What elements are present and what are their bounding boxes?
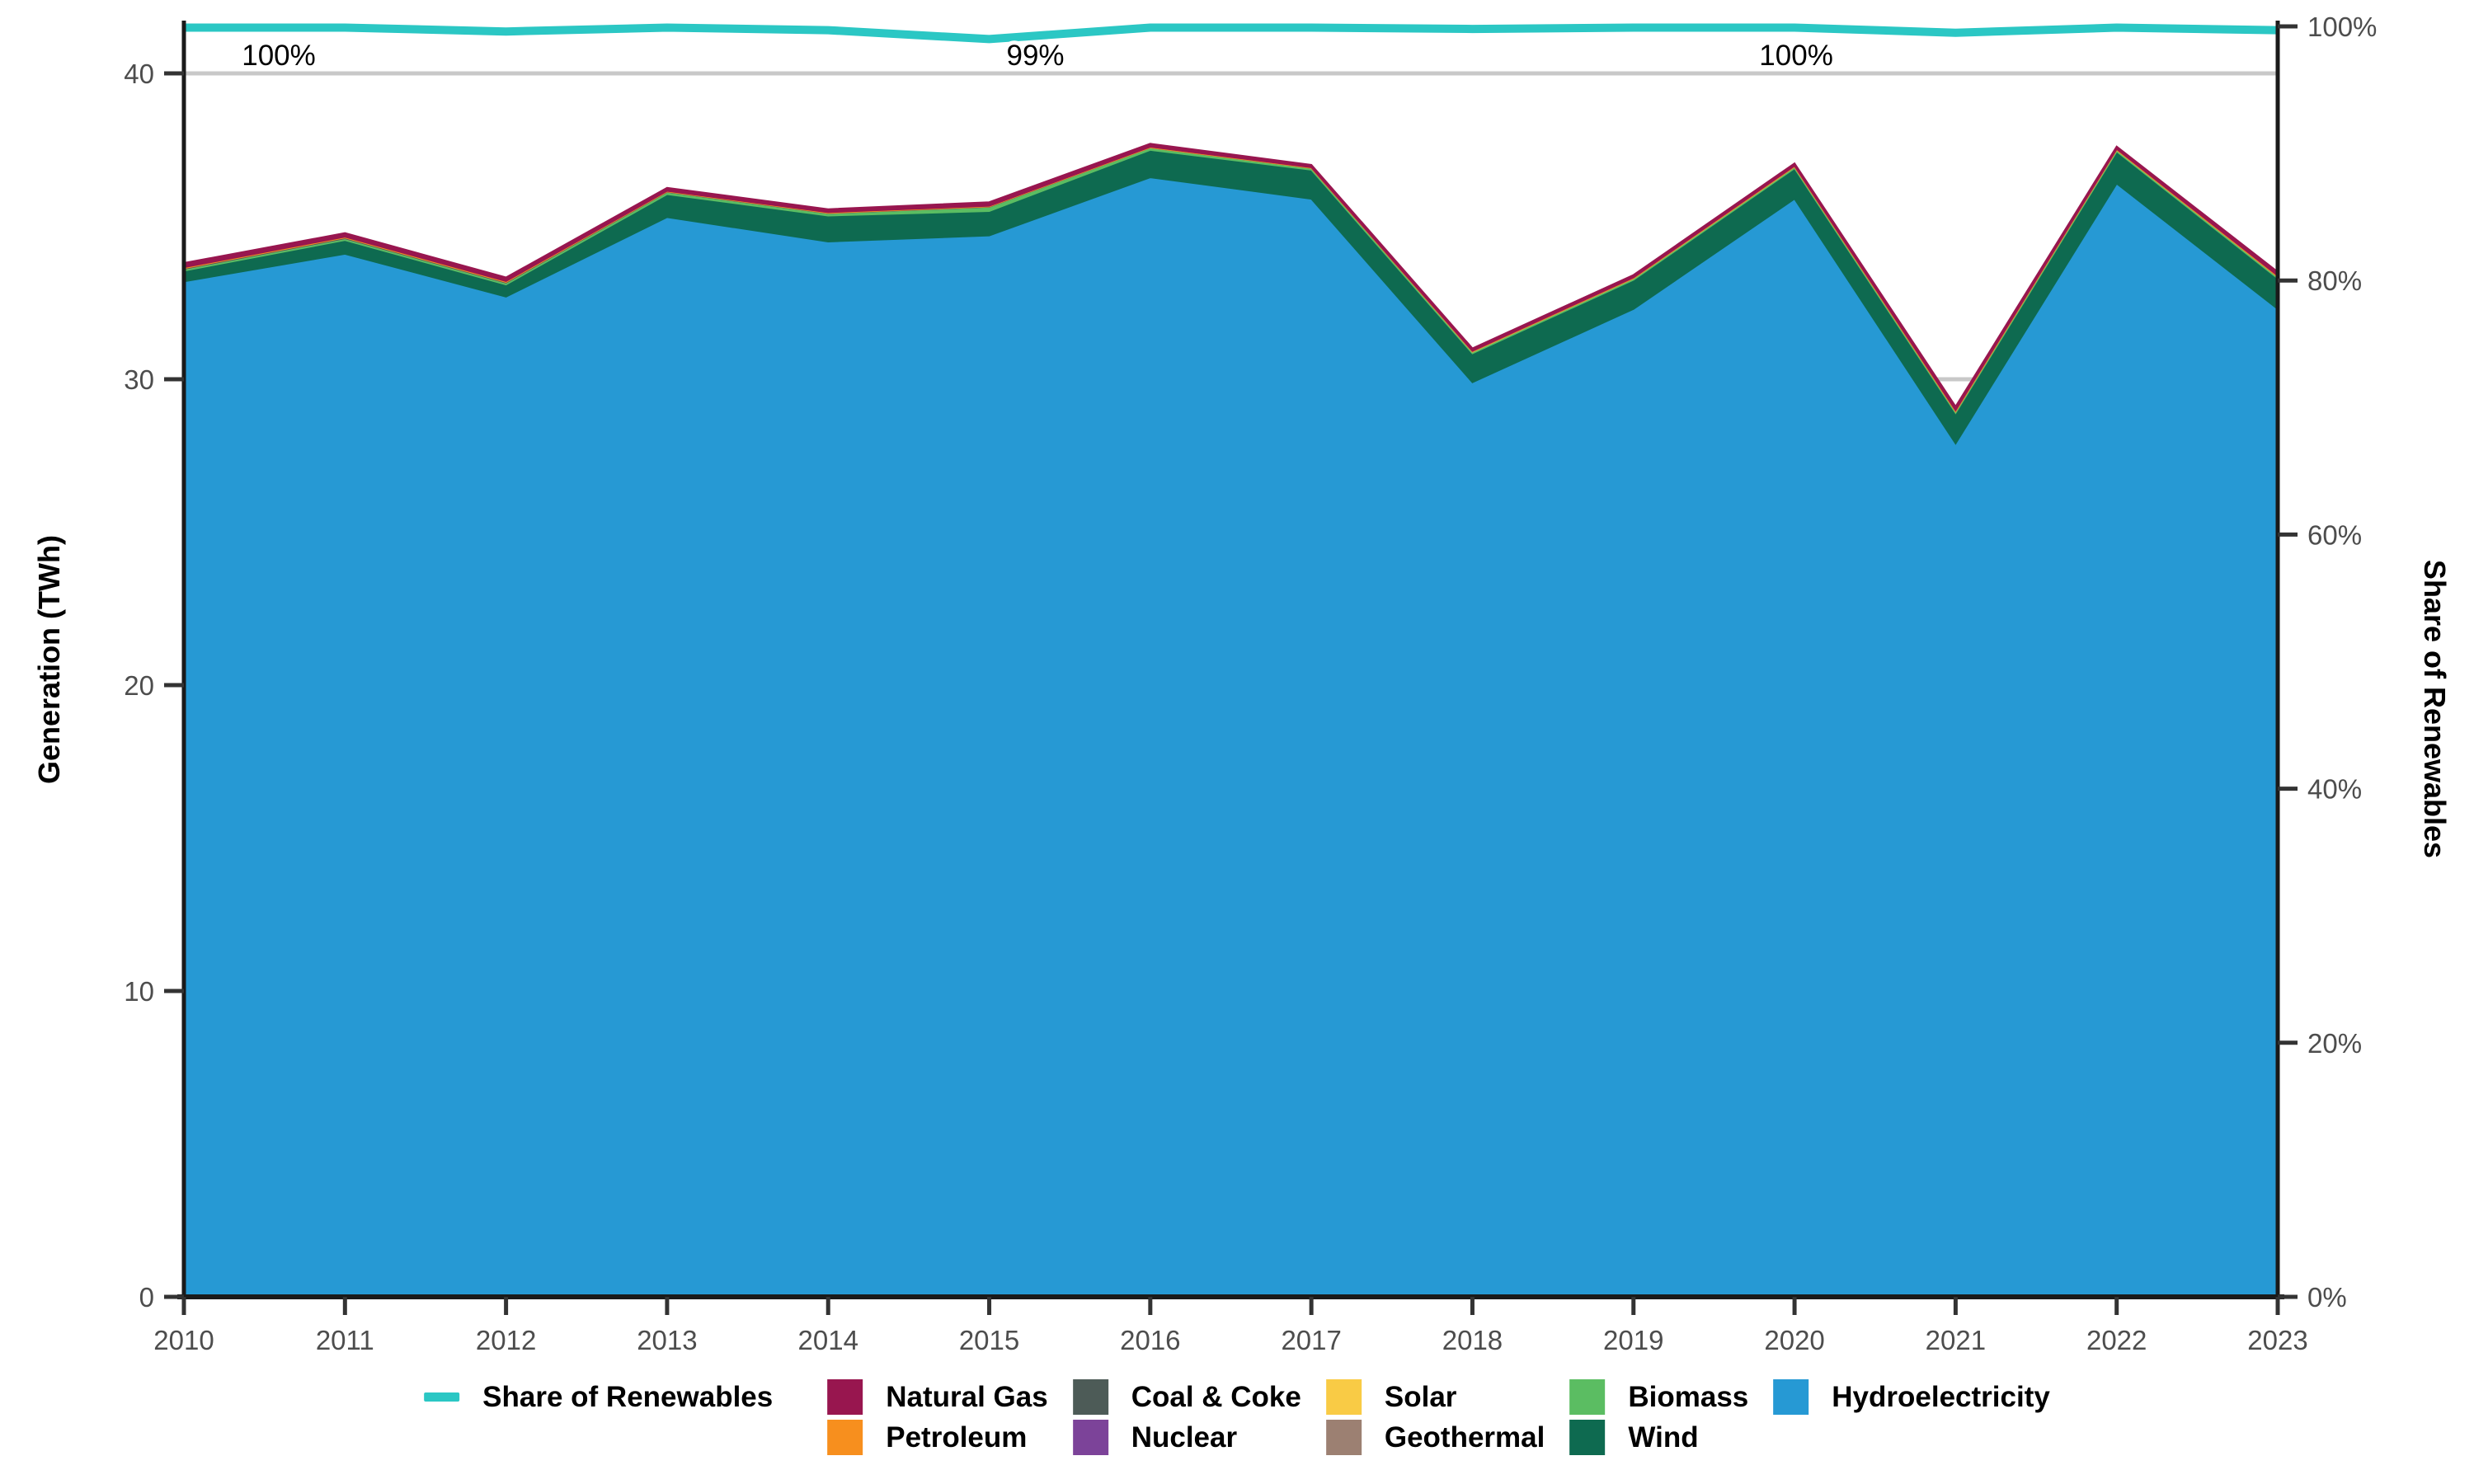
legend-column-4: Biomass Wind: [1569, 1378, 1748, 1455]
legend-column-5: Hydroelectricity: [1773, 1378, 2050, 1415]
x-tick-label-2022: 2022: [2086, 1325, 2147, 1355]
legend-item-hydro: Hydroelectricity: [1773, 1378, 2050, 1415]
legend-label-share_line: Share of Renewables: [482, 1380, 774, 1413]
legend-swatch-petroleum: [827, 1419, 863, 1455]
legend-swatch-geothermal: [1325, 1419, 1362, 1455]
legend-label-wind: Wind: [1628, 1421, 1699, 1453]
legend-column-3: Solar Geothermal: [1325, 1378, 1545, 1455]
x-tick-label-2012: 2012: [476, 1325, 536, 1355]
x-tick-label-2016: 2016: [1120, 1325, 1180, 1355]
legend-swatch-coal_coke: [1072, 1378, 1108, 1415]
y-left-tick-label-0: 0: [139, 1282, 154, 1313]
legend-swatch-natural_gas: [827, 1378, 863, 1415]
legend-label-geothermal: Geothermal: [1384, 1421, 1545, 1453]
legend-label-petroleum: Petroleum: [886, 1421, 1028, 1453]
y-right-tick-label-40: 40%: [2307, 774, 2362, 805]
y-left-tick-label-40: 40: [124, 59, 154, 89]
legend-swatch-hydro: [1773, 1378, 1809, 1415]
y-axis-title-share-of-renewables: Share of Renewables: [2418, 559, 2452, 859]
legend-item-share_line: Share of Renewables: [424, 1378, 773, 1415]
x-tick-label-2015: 2015: [959, 1325, 1019, 1355]
legend-swatch-wind: [1569, 1419, 1606, 1455]
y-right-tick-label-60: 60%: [2307, 519, 2362, 550]
legend-label-biomass: Biomass: [1628, 1380, 1749, 1413]
y-right-tick-label-20: 20%: [2307, 1028, 2362, 1059]
legend-column-1: Natural Gas Petroleum: [827, 1378, 1048, 1455]
legend-swatch-biomass: [1569, 1378, 1606, 1415]
legend-item-coal_coke: Coal & Coke: [1072, 1378, 1301, 1415]
legend-item-petroleum: Petroleum: [827, 1419, 1047, 1455]
y-right-tick-label-80: 80%: [2307, 265, 2362, 296]
y-left-tick-label-20: 20: [124, 670, 154, 701]
area-hydro: [183, 176, 2279, 1298]
legend-swatch-share_line: [424, 1392, 460, 1402]
legend-item-solar: Solar: [1325, 1378, 1545, 1415]
x-tick-label-2021: 2021: [1926, 1325, 1986, 1355]
y-right-tick-label-0: 0%: [2307, 1282, 2347, 1313]
legend-item-biomass: Biomass: [1569, 1378, 1748, 1415]
x-tick-label-2017: 2017: [1281, 1325, 1341, 1355]
annotation-share-2020: 100%: [1759, 40, 1833, 72]
y-left-tick-label-30: 30: [124, 364, 154, 395]
legend-label-natural_gas: Natural Gas: [886, 1380, 1048, 1413]
annotation-share-2015: 99%: [1007, 40, 1065, 72]
x-tick-label-2011: 2011: [316, 1325, 374, 1355]
legend-swatch-solar: [1325, 1378, 1362, 1415]
legend-label-solar: Solar: [1384, 1380, 1457, 1413]
y-right-tick-label-100: 100%: [2307, 12, 2377, 42]
legend-item-nuclear: Nuclear: [1072, 1419, 1301, 1455]
legend-column-0: Share of Renewables: [424, 1378, 773, 1415]
legend-label-nuclear: Nuclear: [1131, 1421, 1238, 1453]
x-tick-label-2018: 2018: [1442, 1325, 1503, 1355]
x-tick-label-2023: 2023: [2247, 1325, 2307, 1355]
chart-legend: Share of Renewables Natural Gas Petroleum C…: [424, 1378, 2050, 1455]
legend-column-2: Coal & Coke Nuclear: [1072, 1378, 1301, 1455]
legend-item-natural_gas: Natural Gas: [827, 1378, 1048, 1415]
y-left-tick-label-10: 10: [124, 976, 154, 1007]
y-axis-title-generation: Generation (TWh): [32, 535, 66, 784]
legend-item-wind: Wind: [1569, 1419, 1748, 1455]
x-tick-label-2019: 2019: [1603, 1325, 1663, 1355]
x-tick-label-2014: 2014: [798, 1325, 858, 1355]
legend-swatch-nuclear: [1072, 1419, 1108, 1455]
legend-label-hydro: Hydroelectricity: [1832, 1380, 2050, 1413]
x-tick-label-2010: 2010: [153, 1325, 214, 1355]
x-tick-label-2013: 2013: [637, 1325, 697, 1355]
annotation-share-2010: 100%: [242, 40, 316, 72]
x-tick-label-2020: 2020: [1764, 1325, 1824, 1355]
legend-item-geothermal: Geothermal: [1325, 1419, 1545, 1455]
legend-label-coal_coke: Coal & Coke: [1131, 1380, 1301, 1413]
share-of-renewables-line: [184, 23, 2279, 44]
